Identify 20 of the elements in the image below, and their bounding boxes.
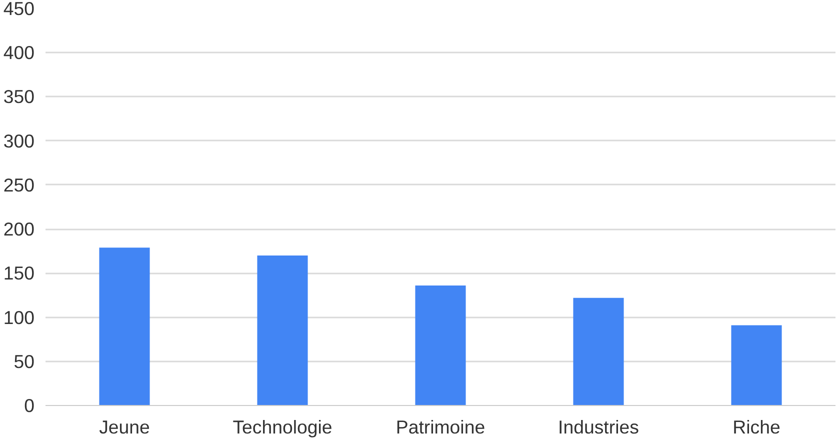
y-tick-label: 350 [3,86,35,108]
y-tick-label: 50 [14,350,35,372]
x-tick-label: Jeune [99,416,150,438]
y-tick-label: 400 [3,42,35,64]
x-tick-label: Patrimoine [396,416,486,438]
bar [99,248,150,406]
y-tick-label: 300 [3,130,35,152]
y-tick-label: 0 [24,395,35,416]
x-tick-label: Industries [558,416,639,438]
bar [415,286,466,406]
y-tick-label: 200 [3,218,35,240]
x-tick-label: Riche [732,416,780,438]
y-tick-label: 250 [3,174,35,196]
y-tick-label: 450 [3,0,35,19]
bar [731,325,782,406]
x-tick-label: Technologie [232,416,332,438]
y-tick-label: 150 [3,262,35,284]
y-tick-label: 100 [3,306,35,328]
bar [257,256,308,406]
bar [573,298,624,406]
